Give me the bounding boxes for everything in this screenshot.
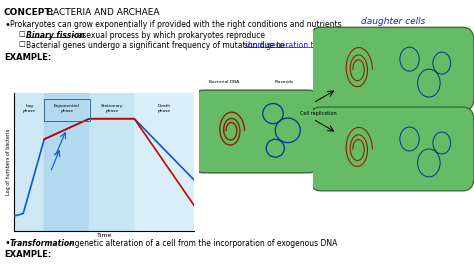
Bar [14,93,44,231]
Text: short generation times: short generation times [244,41,332,50]
Text: and large populations: and large populations [316,41,402,50]
Text: Cell replication: Cell replication [300,111,337,115]
Text: EXAMPLE:: EXAMPLE: [4,250,51,259]
Text: Bacterial genes undergo a significant frequency of mutation due to: Bacterial genes undergo a significant fr… [26,41,287,50]
Text: BACTERIA AND ARCHAEA: BACTERIA AND ARCHAEA [44,8,159,17]
Text: Bacterial DNA: Bacterial DNA [209,80,239,84]
Text: CONCEPT:: CONCEPT: [4,8,55,17]
X-axis label: Time: Time [97,233,112,238]
FancyBboxPatch shape [310,107,474,191]
Text: Stationary
phase: Stationary phase [100,104,123,113]
Text: Lag
phase: Lag phase [23,104,36,113]
Bar [134,93,194,231]
FancyBboxPatch shape [192,90,319,173]
Text: EXAMPLE:: EXAMPLE: [4,53,51,62]
Text: Prokaryotes can grow exponentially if provided with the right conditions and nut: Prokaryotes can grow exponentially if pr… [10,20,342,29]
Text: •: • [4,20,10,30]
Text: Death
phase: Death phase [158,104,171,113]
Text: Exponential
phase: Exponential phase [54,104,80,113]
Text: – genetic alteration of a cell from the incorporation of exogenous DNA: – genetic alteration of a cell from the … [66,239,337,248]
Text: daughter cells: daughter cells [361,17,426,26]
Text: •: • [4,238,10,248]
Text: Transformation: Transformation [10,239,75,248]
Text: □: □ [18,41,25,47]
FancyBboxPatch shape [310,27,474,111]
Y-axis label: Log of numbers of bacteria: Log of numbers of bacteria [7,129,11,196]
Text: – asexual process by which prokaryotes reproduce: – asexual process by which prokaryotes r… [69,31,265,40]
Text: Binary fission: Binary fission [26,31,85,40]
Text: Plasmids: Plasmids [275,80,294,84]
Bar [89,93,134,231]
Text: □: □ [18,31,25,37]
Bar [44,93,89,231]
